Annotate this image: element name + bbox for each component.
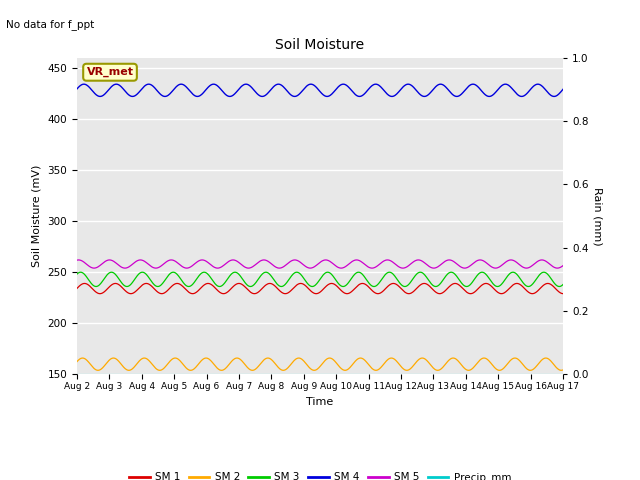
Y-axis label: Soil Moisture (mV): Soil Moisture (mV) (32, 165, 42, 267)
Y-axis label: Rain (mm): Rain (mm) (593, 187, 603, 245)
X-axis label: Time: Time (307, 396, 333, 407)
Title: Soil Moisture: Soil Moisture (275, 38, 365, 52)
Text: No data for f_ppt: No data for f_ppt (6, 19, 95, 30)
Legend: SM 1, SM 2, SM 3, SM 4, SM 5, Precip_mm: SM 1, SM 2, SM 3, SM 4, SM 5, Precip_mm (125, 468, 515, 480)
Text: VR_met: VR_met (86, 67, 134, 77)
